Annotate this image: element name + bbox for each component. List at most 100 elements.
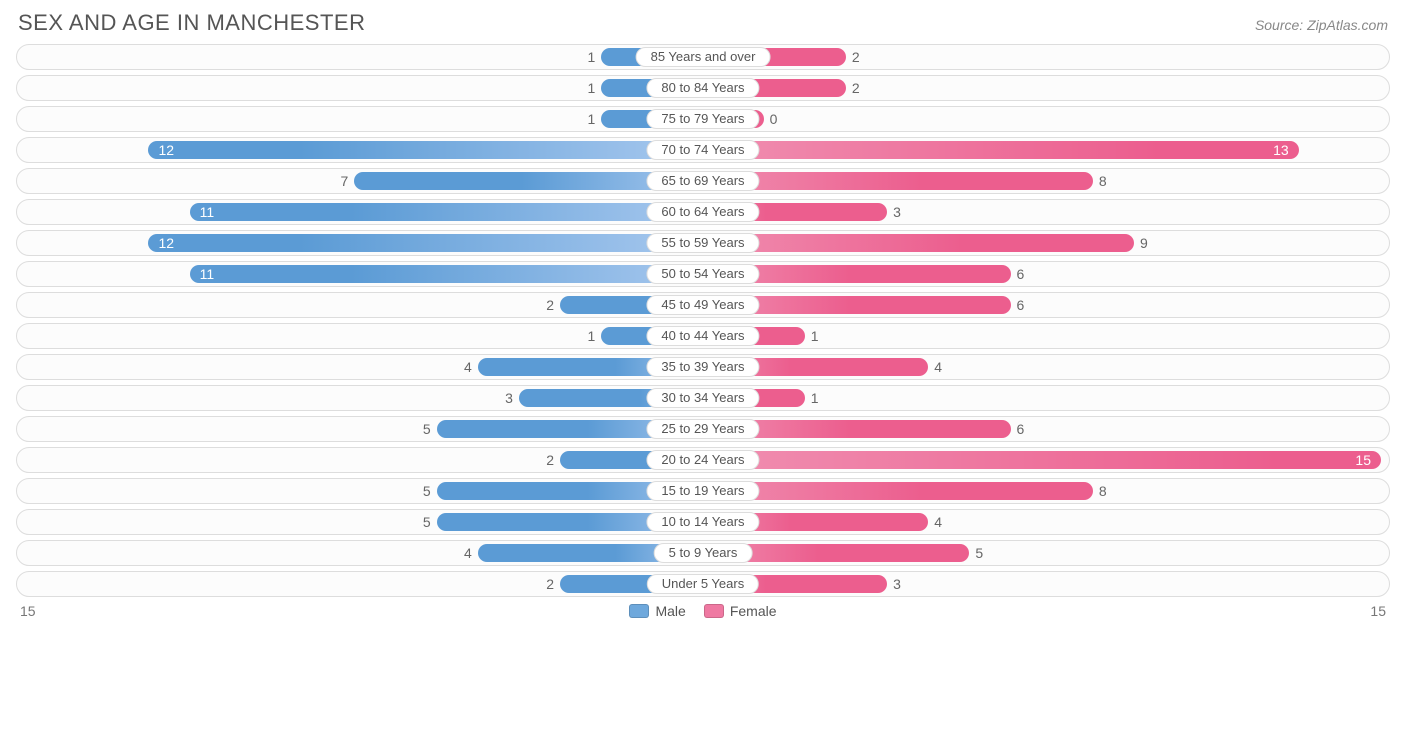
female-value: 3 [887,204,907,220]
legend-item-male: Male [629,603,685,619]
male-value: 4 [458,359,478,375]
female-value: 4 [928,514,948,530]
male-value: 5 [417,514,437,530]
female-half: 3 [703,572,1389,596]
male-half: 2 [17,293,703,317]
male-half: 1 [17,107,703,131]
female-half: 3 [703,200,1389,224]
female-bar: 13 [695,141,1299,159]
male-half: 4 [17,541,703,565]
age-category-label: 10 to 14 Years [646,512,759,532]
male-half: 4 [17,355,703,379]
chart-footer: 15 Male Female 15 [16,603,1390,619]
female-value: 4 [928,359,948,375]
pyramid-row: 2 15 20 to 24 Years [16,447,1390,473]
female-half: 2 [703,45,1389,69]
legend-label-male: Male [655,603,685,619]
male-value: 2 [540,576,560,592]
age-category-label: 30 to 34 Years [646,388,759,408]
age-category-label: 80 to 84 Years [646,78,759,98]
age-category-label: 55 to 59 Years [646,233,759,253]
female-half: 9 [703,231,1389,255]
legend-item-female: Female [704,603,777,619]
male-value: 2 [540,297,560,313]
male-bar: 11 [190,265,711,283]
male-half: 1 [17,76,703,100]
male-value: 2 [540,452,560,468]
chart-title: SEX AND AGE IN MANCHESTER [18,10,365,36]
age-category-label: 25 to 29 Years [646,419,759,439]
female-half: 4 [703,355,1389,379]
female-half: 13 [703,138,1389,162]
age-category-label: 35 to 39 Years [646,357,759,377]
pyramid-row: 5 4 10 to 14 Years [16,509,1390,535]
age-category-label: 40 to 44 Years [646,326,759,346]
female-value: 3 [887,576,907,592]
female-half: 1 [703,386,1389,410]
male-value: 5 [417,483,437,499]
age-category-label: 60 to 64 Years [646,202,759,222]
legend-swatch-female [704,604,724,618]
female-half: 4 [703,510,1389,534]
legend-label-female: Female [730,603,777,619]
female-value: 15 [1355,452,1371,468]
pyramid-rows: 1285 Years and over1280 to 84 Years1075 … [16,44,1390,597]
male-value: 1 [581,80,601,96]
legend: Male Female [629,603,776,619]
female-half: 0 [703,107,1389,131]
female-value: 2 [846,49,866,65]
female-value: 1 [805,328,825,344]
male-half: 5 [17,417,703,441]
male-value: 11 [200,204,215,220]
male-half: 5 [17,479,703,503]
pyramid-row: 3130 to 34 Years [16,385,1390,411]
pyramid-row: 1 2 80 to 84 Years [16,75,1390,101]
female-half: 8 [703,169,1389,193]
age-category-label: 15 to 19 Years [646,481,759,501]
male-value: 4 [458,545,478,561]
male-half: 2 [17,448,703,472]
pyramid-row: 455 to 9 Years [16,540,1390,566]
male-half: 11 [17,262,703,286]
male-value: 1 [581,328,601,344]
female-value: 9 [1134,235,1154,251]
female-value: 8 [1093,483,1113,499]
axis-left-max: 15 [20,603,36,619]
female-value: 13 [1273,142,1289,158]
male-half: 12 [17,231,703,255]
male-half: 5 [17,510,703,534]
male-half: 1 [17,324,703,348]
pyramid-row: 5 8 15 to 19 Years [16,478,1390,504]
pyramid-row: 11 3 60 to 64 Years [16,199,1390,225]
male-half: 11 [17,200,703,224]
pyramid-row: 2645 to 49 Years [16,292,1390,318]
male-half: 1 [17,45,703,69]
male-value: 7 [334,173,354,189]
female-half: 5 [703,541,1389,565]
female-value: 6 [1011,297,1031,313]
pyramid-row: 1 1 40 to 44 Years [16,323,1390,349]
chart-source: Source: ZipAtlas.com [1255,17,1388,33]
pyramid-row: 12 9 55 to 59 Years [16,230,1390,256]
pyramid-row: 121370 to 74 Years [16,137,1390,163]
age-category-label: 85 Years and over [636,47,771,67]
pyramid-row: 23Under 5 Years [16,571,1390,597]
female-half: 6 [703,417,1389,441]
female-value: 6 [1011,421,1031,437]
female-value: 2 [846,80,866,96]
female-half: 15 [703,448,1389,472]
female-half: 8 [703,479,1389,503]
male-value: 1 [581,49,601,65]
pyramid-row: 11650 to 54 Years [16,261,1390,287]
female-bar [695,234,1134,252]
female-value: 0 [764,111,784,127]
male-bar: 12 [148,234,711,252]
female-value: 5 [969,545,989,561]
pyramid-row: 4 4 35 to 39 Years [16,354,1390,380]
female-value: 8 [1093,173,1113,189]
male-value: 5 [417,421,437,437]
pyramid-row: 1075 to 79 Years [16,106,1390,132]
age-category-label: 20 to 24 Years [646,450,759,470]
female-half: 6 [703,293,1389,317]
male-value: 1 [581,111,601,127]
